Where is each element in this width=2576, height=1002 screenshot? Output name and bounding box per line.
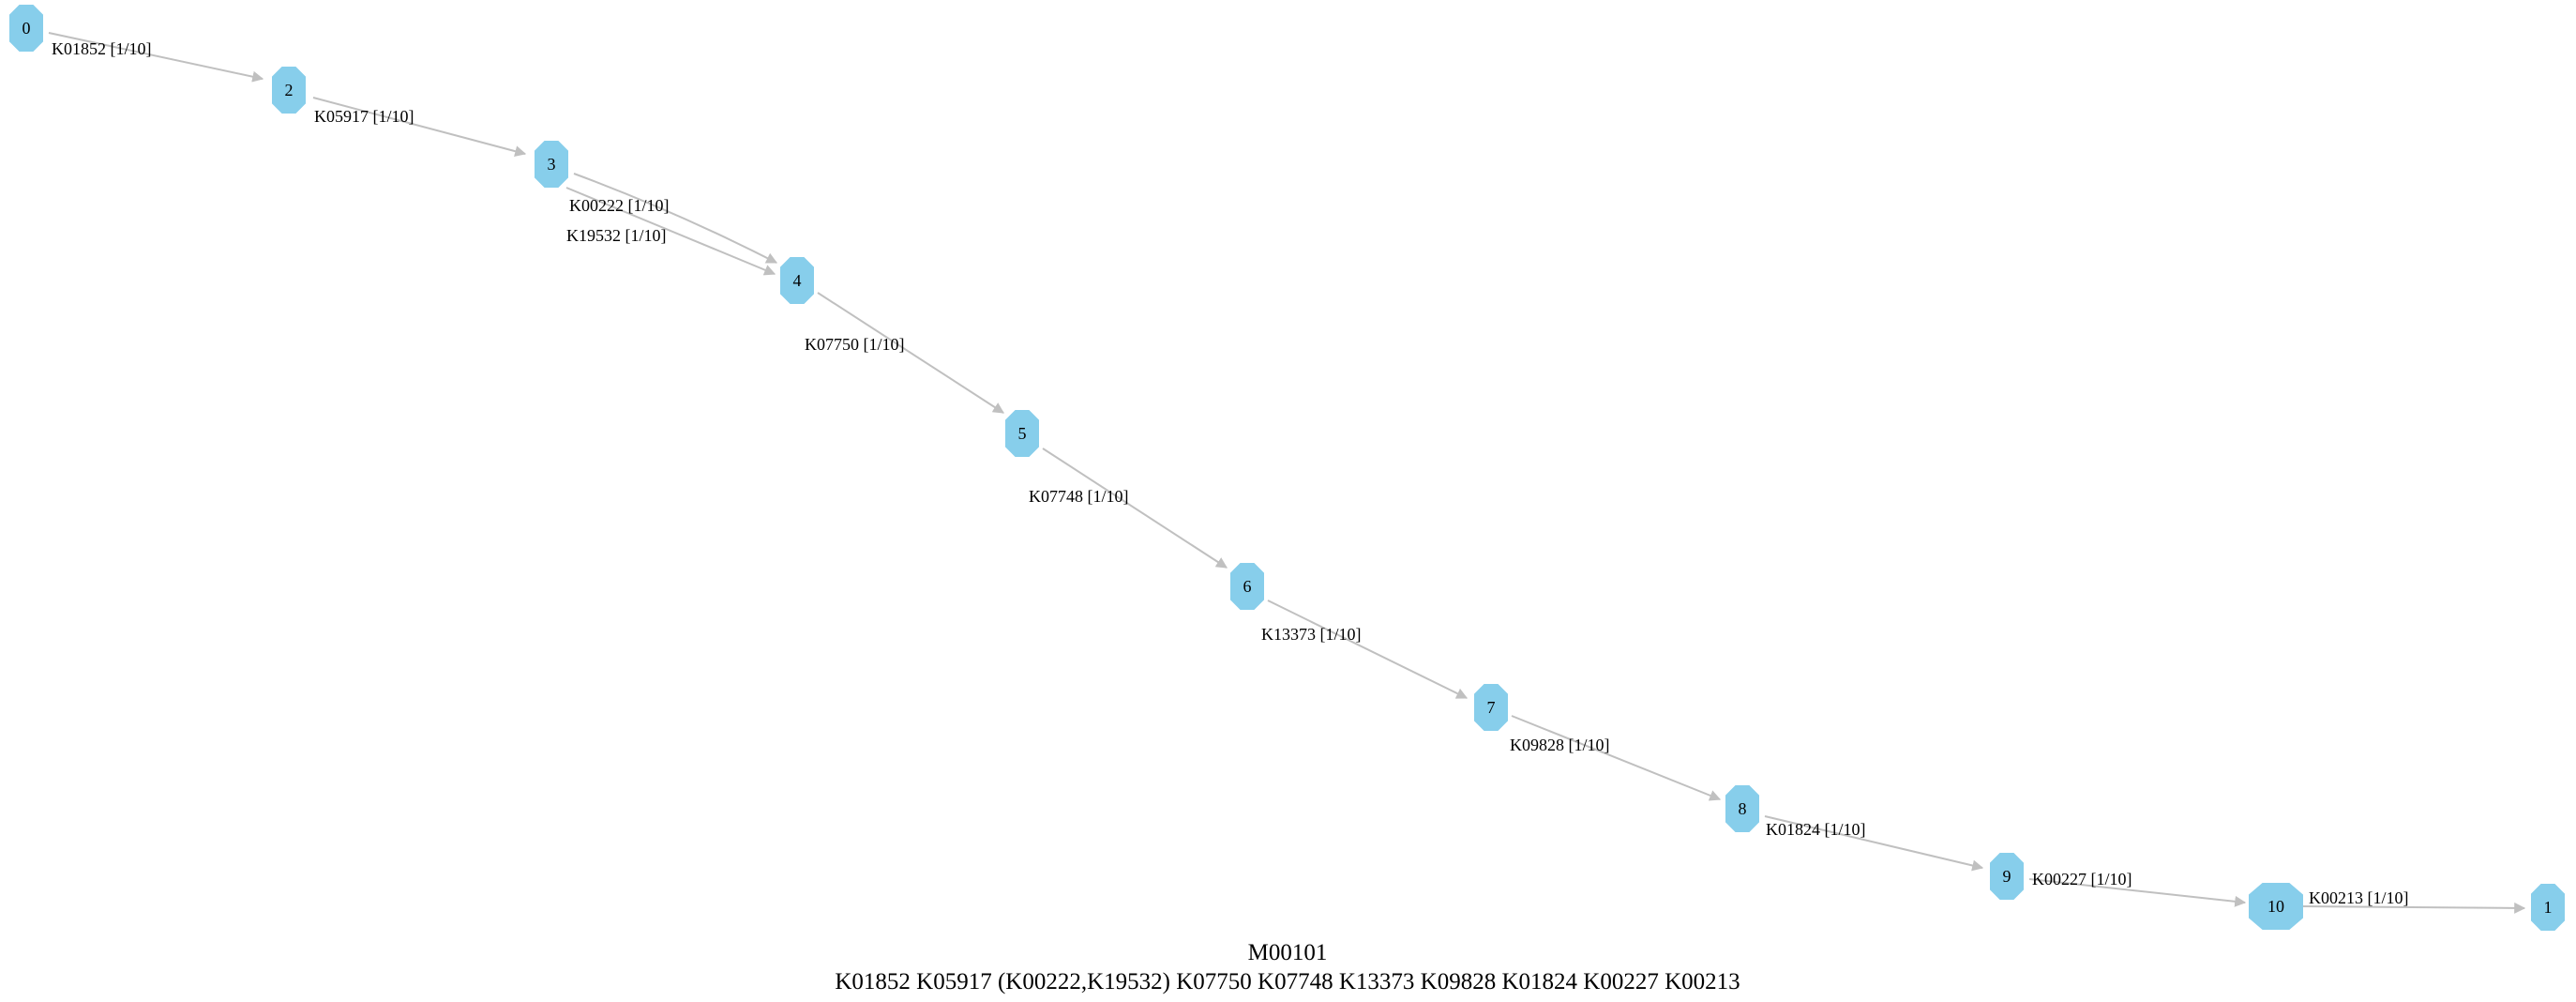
edge-label-4-5: K07750 [1/10] bbox=[805, 335, 905, 354]
edges bbox=[48, 32, 2526, 914]
edge-8-9 bbox=[1764, 815, 1984, 872]
node-shape bbox=[535, 141, 568, 188]
edge-label-3-4-b: K19532 [1/10] bbox=[566, 226, 667, 245]
node-6[interactable]: 6 bbox=[1230, 563, 1264, 610]
module-id: M00101 bbox=[1248, 940, 1328, 965]
node-label: 10 bbox=[2267, 897, 2284, 916]
node-2[interactable]: 2 bbox=[272, 67, 306, 114]
node-3[interactable]: 3 bbox=[535, 141, 568, 188]
node-shape bbox=[780, 257, 814, 304]
edge-label-10-1: K00213 [1/10] bbox=[2309, 888, 2409, 907]
edge-label-3-4-a: K00222 [1/10] bbox=[569, 196, 670, 215]
edge-9-10 bbox=[2028, 878, 2247, 907]
node-label: 5 bbox=[1018, 424, 1027, 443]
node-7[interactable]: 7 bbox=[1474, 684, 1508, 731]
node-1[interactable]: 1 bbox=[2531, 884, 2565, 931]
node-10[interactable]: 10 bbox=[2249, 883, 2303, 930]
node-4[interactable]: 4 bbox=[780, 257, 814, 304]
node-label: 8 bbox=[1739, 799, 1747, 818]
edge-10-1 bbox=[2300, 902, 2526, 914]
edge-3-4-a bbox=[573, 173, 778, 264]
edge-labels: K01852 [1/10] K05917 [1/10] K00222 [1/10… bbox=[52, 39, 2409, 907]
edge-label-7-8: K09828 [1/10] bbox=[1510, 736, 1610, 754]
node-label: 6 bbox=[1243, 577, 1252, 596]
node-shape bbox=[1990, 853, 2024, 900]
node-label: 2 bbox=[285, 81, 294, 99]
edge-label-8-9: K01824 [1/10] bbox=[1766, 820, 1866, 839]
edge-label-0-2: K01852 [1/10] bbox=[52, 39, 152, 58]
caption: M00101 K01852 K05917 (K00222,K19532) K07… bbox=[835, 940, 1740, 994]
node-label: 7 bbox=[1487, 698, 1496, 717]
nodes: 0 2 3 4 5 6 7 8 bbox=[9, 5, 2565, 931]
edge-7-8 bbox=[1511, 715, 1722, 801]
edge-3-4-b bbox=[565, 187, 776, 276]
node-shape bbox=[2531, 884, 2565, 931]
node-9[interactable]: 9 bbox=[1990, 853, 2024, 900]
node-8[interactable]: 8 bbox=[1725, 785, 1759, 832]
node-label: 4 bbox=[793, 271, 802, 290]
edge-label-9-10: K00227 [1/10] bbox=[2032, 870, 2132, 888]
node-shape bbox=[1474, 684, 1508, 731]
node-shape bbox=[1725, 785, 1759, 832]
node-shape bbox=[272, 67, 306, 114]
node-5[interactable]: 5 bbox=[1005, 410, 1039, 457]
edge-2-3 bbox=[312, 97, 527, 158]
edge-5-6 bbox=[1042, 448, 1228, 569]
edge-label-2-3: K05917 [1/10] bbox=[314, 107, 414, 126]
node-shape bbox=[1005, 410, 1039, 457]
node-label: 3 bbox=[548, 155, 556, 174]
node-label: 9 bbox=[2003, 867, 2011, 886]
edge-6-7 bbox=[1267, 600, 1469, 699]
node-shape bbox=[1230, 563, 1264, 610]
module-definition: K01852 K05917 (K00222,K19532) K07750 K07… bbox=[835, 969, 1740, 994]
edge-0-2 bbox=[48, 32, 264, 83]
edge-label-5-6: K07748 [1/10] bbox=[1029, 487, 1129, 506]
node-shape bbox=[9, 5, 43, 52]
node-shape bbox=[2249, 883, 2303, 930]
node-0[interactable]: 0 bbox=[9, 5, 43, 52]
node-label: 1 bbox=[2544, 898, 2553, 917]
node-label: 0 bbox=[23, 19, 31, 38]
edge-label-6-7: K13373 [1/10] bbox=[1261, 625, 1362, 644]
edge-4-5 bbox=[817, 292, 1005, 414]
